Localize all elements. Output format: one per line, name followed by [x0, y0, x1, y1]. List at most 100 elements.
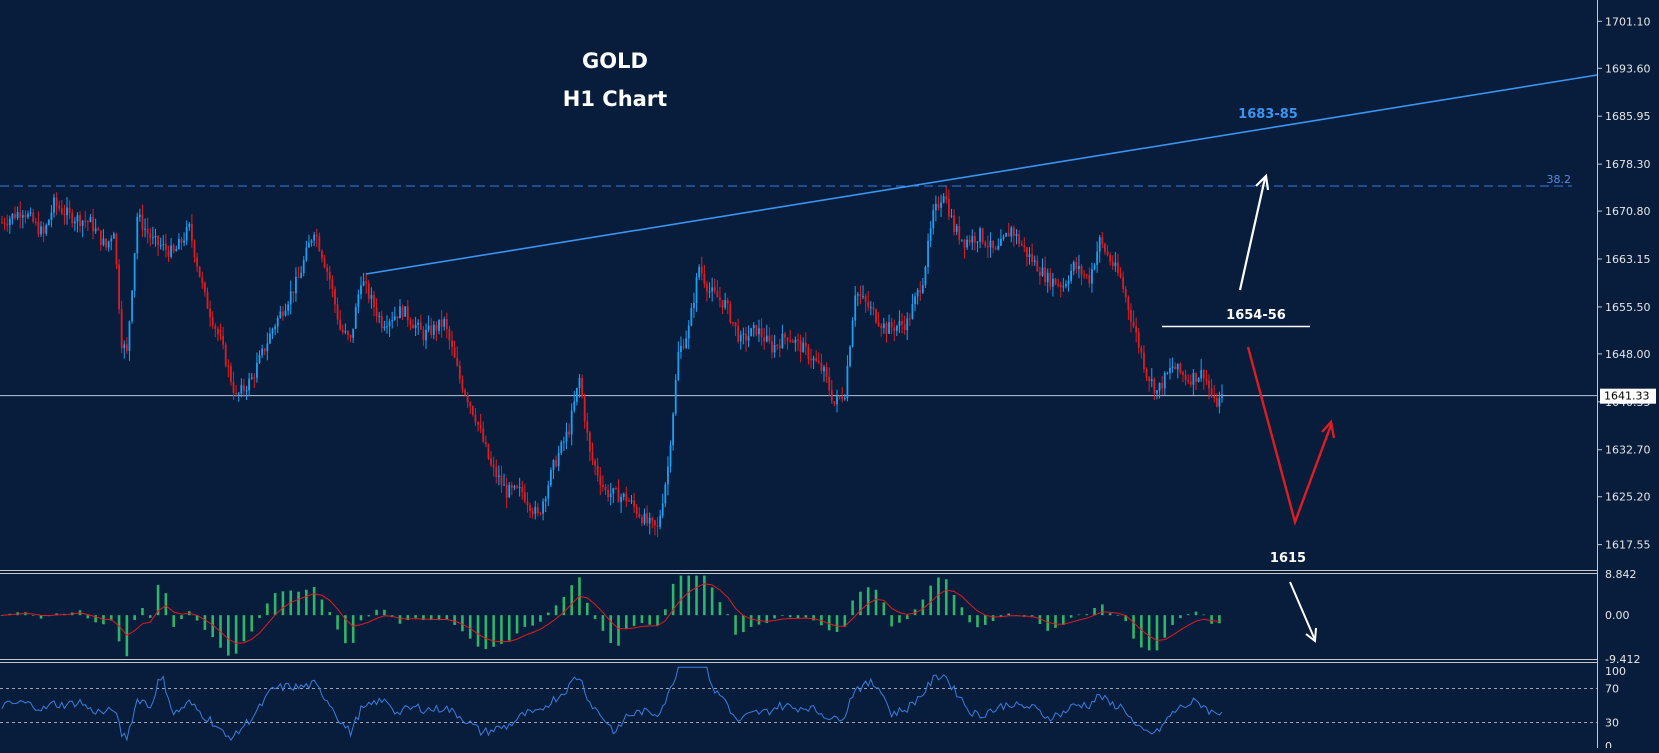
candle-body — [755, 324, 758, 335]
candle-body — [68, 207, 71, 213]
candle-body — [986, 245, 989, 248]
candle-body — [315, 234, 318, 237]
candle-body — [81, 220, 84, 227]
candle-body — [797, 339, 799, 341]
level-1615-label: 1615 — [1270, 551, 1306, 566]
candle-body — [240, 385, 243, 394]
candle-body — [321, 250, 323, 259]
candle-body — [786, 337, 789, 341]
candle-body — [1135, 326, 1138, 333]
candle-body — [1205, 378, 1208, 381]
macd-bar — [500, 615, 503, 644]
macd-bar — [227, 615, 230, 656]
candle-body — [32, 212, 35, 222]
candle-body — [1176, 363, 1179, 370]
candle-body — [854, 295, 857, 321]
candle-body — [357, 294, 360, 307]
candle-body — [960, 239, 963, 241]
candle-body — [401, 306, 404, 317]
candle-body — [334, 288, 336, 305]
candle-body — [659, 515, 662, 527]
macd-bar — [656, 615, 659, 626]
candle-body — [885, 323, 888, 334]
candle-body — [914, 296, 916, 305]
candle-body — [1101, 237, 1104, 244]
candle-body — [716, 291, 719, 298]
candle-body — [326, 267, 329, 272]
macd-tick-label: 0.00 — [1605, 609, 1630, 622]
candle-body — [388, 321, 391, 327]
candle-body — [1111, 261, 1114, 267]
macd-bar — [570, 585, 573, 616]
candle-body — [812, 358, 815, 361]
macd-bar — [718, 602, 722, 616]
candle-body — [984, 242, 987, 246]
candle-body — [828, 376, 831, 391]
candle-body — [708, 291, 711, 293]
candle-body — [578, 377, 581, 388]
candle-body — [300, 273, 303, 278]
candle-body — [237, 393, 240, 395]
candle-body — [1119, 272, 1122, 278]
candle-body — [1010, 227, 1013, 237]
candle-body — [8, 218, 11, 226]
candle-body — [1169, 367, 1171, 373]
candle-body — [1114, 262, 1117, 267]
candle-body — [1171, 366, 1174, 368]
candle-body — [107, 241, 110, 248]
candle-body — [94, 228, 97, 232]
macd-bar — [507, 615, 511, 641]
candle-body — [734, 322, 737, 327]
candle-body — [1109, 254, 1112, 262]
candle-body — [555, 460, 557, 467]
macd-bar — [351, 615, 355, 643]
candle-body — [1163, 373, 1166, 389]
candle-body — [3, 222, 6, 225]
candle-body — [73, 221, 76, 224]
macd-bar — [890, 615, 893, 627]
macd-bar — [468, 615, 472, 639]
candle-body — [791, 340, 794, 343]
candle-body — [1059, 284, 1062, 288]
candle-body — [456, 357, 459, 366]
candle-body — [11, 213, 14, 219]
candle-body — [784, 333, 786, 338]
candle-body — [646, 513, 649, 524]
candle-body — [66, 207, 68, 216]
candle-body — [820, 362, 823, 372]
candle-body — [763, 337, 766, 342]
candle-body — [607, 490, 609, 498]
price-tick-label: 1648.00 — [1605, 348, 1651, 361]
candle-body — [404, 306, 407, 317]
candle-body — [40, 226, 42, 235]
candle-body — [370, 295, 373, 299]
macd-bar — [601, 615, 605, 631]
candle-body — [29, 212, 32, 214]
macd-bar — [476, 615, 480, 647]
macd-bar — [1085, 614, 1089, 616]
macd-bar — [375, 609, 378, 616]
candle-body — [601, 484, 604, 487]
candle-body — [950, 215, 953, 217]
candle-body — [198, 266, 201, 277]
macd-bar — [172, 615, 175, 627]
current-price-value: 1641.33 — [1604, 390, 1650, 403]
candle-body — [503, 484, 505, 486]
candle-body — [989, 240, 992, 248]
candle-body — [500, 475, 503, 485]
candle-body — [217, 328, 219, 335]
candle-body — [1161, 383, 1164, 389]
candle-body — [1137, 332, 1140, 348]
macd-bar — [734, 615, 737, 635]
candle-body — [575, 387, 578, 402]
candle-body — [1166, 372, 1169, 374]
candle-body — [1052, 278, 1054, 287]
candle-body — [313, 234, 316, 241]
candle-body — [391, 319, 394, 322]
candle-body — [947, 198, 950, 217]
candle-body — [617, 488, 620, 503]
candle-body — [47, 219, 50, 225]
macd-bar — [383, 609, 386, 616]
candle-body — [443, 318, 446, 327]
